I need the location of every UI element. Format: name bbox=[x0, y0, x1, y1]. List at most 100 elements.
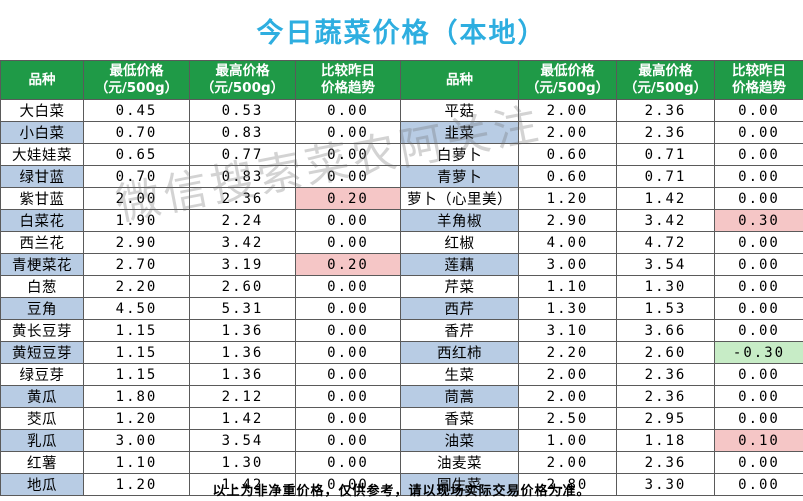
min-price-cell: 1.10 bbox=[83, 451, 190, 474]
price-trend-cell: 0.00 bbox=[295, 209, 401, 232]
vegetable-name-cell: 西红柿 bbox=[400, 341, 519, 364]
vegetable-name-cell: 油菜 bbox=[400, 429, 519, 452]
table-row: 大白菜 0.45 0.53 0.00 平菇 2.00 2.36 0.00 bbox=[0, 99, 803, 122]
max-price-cell: 2.60 bbox=[189, 275, 296, 298]
min-price-cell: 2.90 bbox=[83, 231, 190, 254]
price-trend-cell: -0.30 bbox=[714, 341, 803, 364]
price-trend-cell: 0.00 bbox=[295, 121, 401, 144]
max-price-cell: 1.42 bbox=[616, 187, 715, 210]
vegetable-name-cell: 大白菜 bbox=[0, 99, 84, 122]
header-variety-right: 品种 bbox=[400, 60, 519, 100]
table-row: 白菜花 1.90 2.24 0.00 羊角椒 2.90 3.42 0.30 bbox=[0, 209, 803, 232]
price-trend-cell: 0.00 bbox=[714, 187, 803, 210]
max-price-cell: 3.42 bbox=[616, 209, 715, 232]
min-price-cell: 1.20 bbox=[518, 187, 617, 210]
price-trend-cell: 0.00 bbox=[295, 143, 401, 166]
max-price-cell: 1.42 bbox=[189, 407, 296, 430]
max-price-cell: 2.60 bbox=[616, 341, 715, 364]
vegetable-name-cell: 红椒 bbox=[400, 231, 519, 254]
price-trend-cell: 0.00 bbox=[295, 341, 401, 364]
table-row: 绿豆芽 1.15 1.36 0.00 生菜 2.00 2.36 0.00 bbox=[0, 363, 803, 386]
min-price-cell: 1.10 bbox=[518, 275, 617, 298]
max-price-cell: 3.30 bbox=[616, 473, 715, 496]
table-row: 豆角 4.50 5.31 0.00 西芹 1.30 1.53 0.00 bbox=[0, 297, 803, 320]
price-trend-cell: 0.00 bbox=[295, 407, 401, 430]
vegetable-name-cell: 茭瓜 bbox=[0, 407, 84, 430]
table-row: 紫甘蓝 2.00 2.36 0.20 萝卜（心里美） 1.20 1.42 0.00 bbox=[0, 187, 803, 210]
price-trend-cell: 0.10 bbox=[714, 429, 803, 452]
price-trend-cell: 0.00 bbox=[714, 451, 803, 474]
min-price-cell: 1.20 bbox=[83, 407, 190, 430]
vegetable-name-cell: 小白菜 bbox=[0, 121, 84, 144]
min-price-cell: 2.00 bbox=[518, 121, 617, 144]
min-price-cell: 0.45 bbox=[83, 99, 190, 122]
max-price-cell: 2.24 bbox=[189, 209, 296, 232]
max-price-cell: 1.42 bbox=[189, 473, 296, 496]
vegetable-name-cell: 平菇 bbox=[400, 99, 519, 122]
price-trend-cell: 0.20 bbox=[295, 253, 401, 276]
max-price-cell: 2.36 bbox=[616, 363, 715, 386]
max-price-cell: 3.66 bbox=[616, 319, 715, 342]
max-price-cell: 5.31 bbox=[189, 297, 296, 320]
min-price-cell: 2.00 bbox=[518, 451, 617, 474]
vegetable-name-cell: 豆角 bbox=[0, 297, 84, 320]
max-price-cell: 0.53 bbox=[189, 99, 296, 122]
vegetable-name-cell: 乳瓜 bbox=[0, 429, 84, 452]
max-price-cell: 2.36 bbox=[616, 385, 715, 408]
vegetable-name-cell: 黄长豆芽 bbox=[0, 319, 84, 342]
price-trend-cell: 0.00 bbox=[714, 99, 803, 122]
max-price-cell: 2.36 bbox=[616, 99, 715, 122]
min-price-cell: 0.60 bbox=[518, 143, 617, 166]
vegetable-name-cell: 红薯 bbox=[0, 451, 84, 474]
vegetable-name-cell: 西兰花 bbox=[0, 231, 84, 254]
min-price-cell: 2.50 bbox=[518, 407, 617, 430]
header-row: 品种 最低价格 （元/500g） 最高价格 （元/500g） 比较昨日 价格趋势 品种… bbox=[0, 60, 803, 100]
max-price-cell: 2.36 bbox=[616, 121, 715, 144]
price-trend-cell: 0.00 bbox=[714, 165, 803, 188]
vegetable-name-cell: 香菜 bbox=[400, 407, 519, 430]
max-price-cell: 3.19 bbox=[189, 253, 296, 276]
max-price-cell: 1.36 bbox=[189, 319, 296, 342]
max-price-cell: 2.12 bbox=[189, 385, 296, 408]
vegetable-name-cell: 青梗菜花 bbox=[0, 253, 84, 276]
min-price-cell: 0.60 bbox=[518, 165, 617, 188]
table-row: 乳瓜 3.00 3.54 0.00 油菜 1.00 1.18 0.10 bbox=[0, 429, 803, 452]
max-price-cell: 0.83 bbox=[189, 165, 296, 188]
min-price-cell: 4.00 bbox=[518, 231, 617, 254]
max-price-cell: 3.54 bbox=[189, 429, 296, 452]
disclaimer-footer: 以上为非净重价格，仅供参考，请以现场实际交易价格为准。 bbox=[212, 484, 591, 499]
vegetable-name-cell: 大娃娃菜 bbox=[0, 143, 84, 166]
min-price-cell: 3.10 bbox=[518, 319, 617, 342]
price-trend-cell: 0.00 bbox=[295, 385, 401, 408]
price-trend-cell: 0.00 bbox=[714, 407, 803, 430]
table-row: 黄长豆芽 1.15 1.36 0.00 香芹 3.10 3.66 0.00 bbox=[0, 319, 803, 342]
max-price-cell: 0.83 bbox=[189, 121, 296, 144]
header-min-price-right: 最低价格 （元/500g） bbox=[518, 60, 617, 100]
min-price-cell: 0.70 bbox=[83, 165, 190, 188]
max-price-cell: 1.53 bbox=[616, 297, 715, 320]
vegetable-name-cell: 圆生菜 bbox=[400, 473, 519, 496]
vegetable-name-cell: 绿豆芽 bbox=[0, 363, 84, 386]
vegetable-name-cell: 西芹 bbox=[400, 297, 519, 320]
header-trend-right: 比较昨日 价格趋势 bbox=[714, 60, 803, 100]
max-price-cell: 4.72 bbox=[616, 231, 715, 254]
price-trend-cell: 0.00 bbox=[295, 275, 401, 298]
max-price-cell: 3.54 bbox=[616, 253, 715, 276]
header-max-price-right: 最高价格 （元/500g） bbox=[616, 60, 715, 100]
vegetable-name-cell: 韭菜 bbox=[400, 121, 519, 144]
table-row: 绿甘蓝 0.70 0.83 0.00 青萝卜 0.60 0.71 0.00 bbox=[0, 165, 803, 188]
min-price-cell: 2.70 bbox=[83, 253, 190, 276]
header-max-price-left: 最高价格 （元/500g） bbox=[189, 60, 296, 100]
price-trend-cell: 0.00 bbox=[714, 275, 803, 298]
vegetable-name-cell: 黄短豆芽 bbox=[0, 341, 84, 364]
min-price-cell: 4.50 bbox=[83, 297, 190, 320]
max-price-cell: 0.71 bbox=[616, 165, 715, 188]
vegetable-name-cell: 紫甘蓝 bbox=[0, 187, 84, 210]
vegetable-name-cell: 萝卜（心里美） bbox=[400, 187, 519, 210]
min-price-cell: 2.20 bbox=[83, 275, 190, 298]
max-price-cell: 1.30 bbox=[616, 275, 715, 298]
min-price-cell: 1.20 bbox=[83, 473, 190, 496]
min-price-cell: 2.00 bbox=[518, 363, 617, 386]
price-trend-cell: 0.00 bbox=[295, 297, 401, 320]
